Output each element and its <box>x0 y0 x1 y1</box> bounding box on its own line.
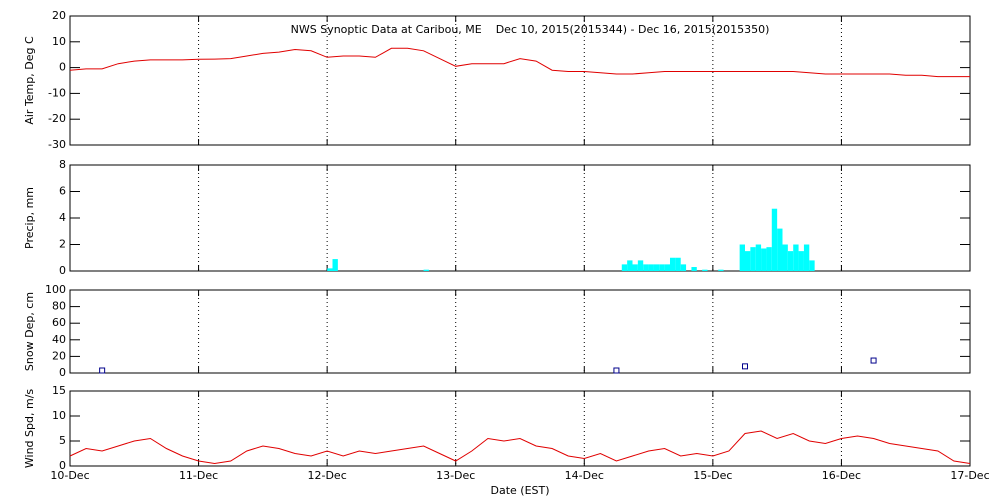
y-tick-label: 10 <box>52 409 66 422</box>
chart-title: NWS Synoptic Data at Caribou, ME Dec 10,… <box>291 23 770 36</box>
bar <box>327 268 333 271</box>
y-tick-label: 40 <box>52 333 66 346</box>
y-tick-label: 80 <box>52 300 66 313</box>
x-tick-label: 10-Dec <box>50 469 89 482</box>
bar <box>761 248 767 271</box>
y-tick-label: 10 <box>52 35 66 48</box>
bar <box>648 264 654 271</box>
y-axis-label: Snow Dep, cm <box>23 292 36 371</box>
y-axis-label: Wind Spd, m/s <box>23 389 36 469</box>
x-tick-label: 13-Dec <box>436 469 475 482</box>
bar <box>675 257 681 271</box>
data-line <box>69 47 970 78</box>
bar <box>803 244 810 271</box>
bar <box>702 269 708 271</box>
y-tick-label: 6 <box>59 185 66 198</box>
y-tick-label: 0 <box>59 366 66 379</box>
bar <box>745 251 751 271</box>
y-tick-label: 8 <box>59 158 66 171</box>
bar <box>632 264 638 271</box>
y-tick-label: 2 <box>59 238 66 251</box>
x-tick-label: 12-Dec <box>308 469 347 482</box>
y-tick-label: 0 <box>59 459 66 472</box>
bar <box>637 260 644 271</box>
y-tick-label: 5 <box>59 434 66 447</box>
bar <box>766 247 772 271</box>
bar <box>739 244 745 271</box>
bar <box>691 267 697 271</box>
plot-frame <box>69 15 971 146</box>
bar <box>643 264 649 271</box>
y-tick-label: -10 <box>48 86 66 99</box>
bar <box>664 264 670 271</box>
x-tick-label: 14-Dec <box>565 469 604 482</box>
y-tick-label: 0 <box>59 61 66 74</box>
y-tick-label: 60 <box>52 316 66 329</box>
bar <box>718 269 724 271</box>
bar <box>771 208 778 271</box>
plot-frame <box>69 289 971 374</box>
plot-frame <box>69 390 971 467</box>
bar <box>627 260 633 271</box>
bar <box>423 269 429 271</box>
bar <box>621 264 628 271</box>
bar <box>777 228 783 271</box>
y-tick-label: 0 <box>59 264 66 277</box>
bar <box>670 257 676 271</box>
y-axis-label: Air Temp, Deg C <box>23 36 36 125</box>
data-line <box>69 430 971 465</box>
y-tick-label: -20 <box>48 112 66 125</box>
point <box>742 363 748 370</box>
x-tick-label: 15-Dec <box>693 469 732 482</box>
bar <box>755 244 762 271</box>
bar <box>653 264 660 271</box>
point <box>99 367 106 374</box>
x-axis-label: Date (EST) <box>490 484 549 497</box>
point <box>613 367 620 374</box>
y-tick-label: 100 <box>45 283 66 296</box>
y-tick-label: 20 <box>52 9 66 22</box>
bar <box>793 244 799 271</box>
y-tick-label: 4 <box>59 211 66 224</box>
x-tick-label: 17-Dec <box>950 469 989 482</box>
x-tick-label: 16-Dec <box>822 469 861 482</box>
point <box>870 357 877 364</box>
bar <box>750 247 756 271</box>
bar <box>798 251 804 271</box>
bar <box>787 251 794 271</box>
y-axis-label: Precip, mm <box>23 187 36 249</box>
y-tick-label: -30 <box>48 138 66 151</box>
bar <box>680 264 687 271</box>
bar <box>782 244 788 271</box>
y-tick-label: 20 <box>52 349 66 362</box>
bar <box>809 260 815 271</box>
y-tick-label: 15 <box>52 384 66 397</box>
bar <box>332 259 338 271</box>
bar <box>659 264 665 271</box>
x-tick-label: 11-Dec <box>179 469 218 482</box>
